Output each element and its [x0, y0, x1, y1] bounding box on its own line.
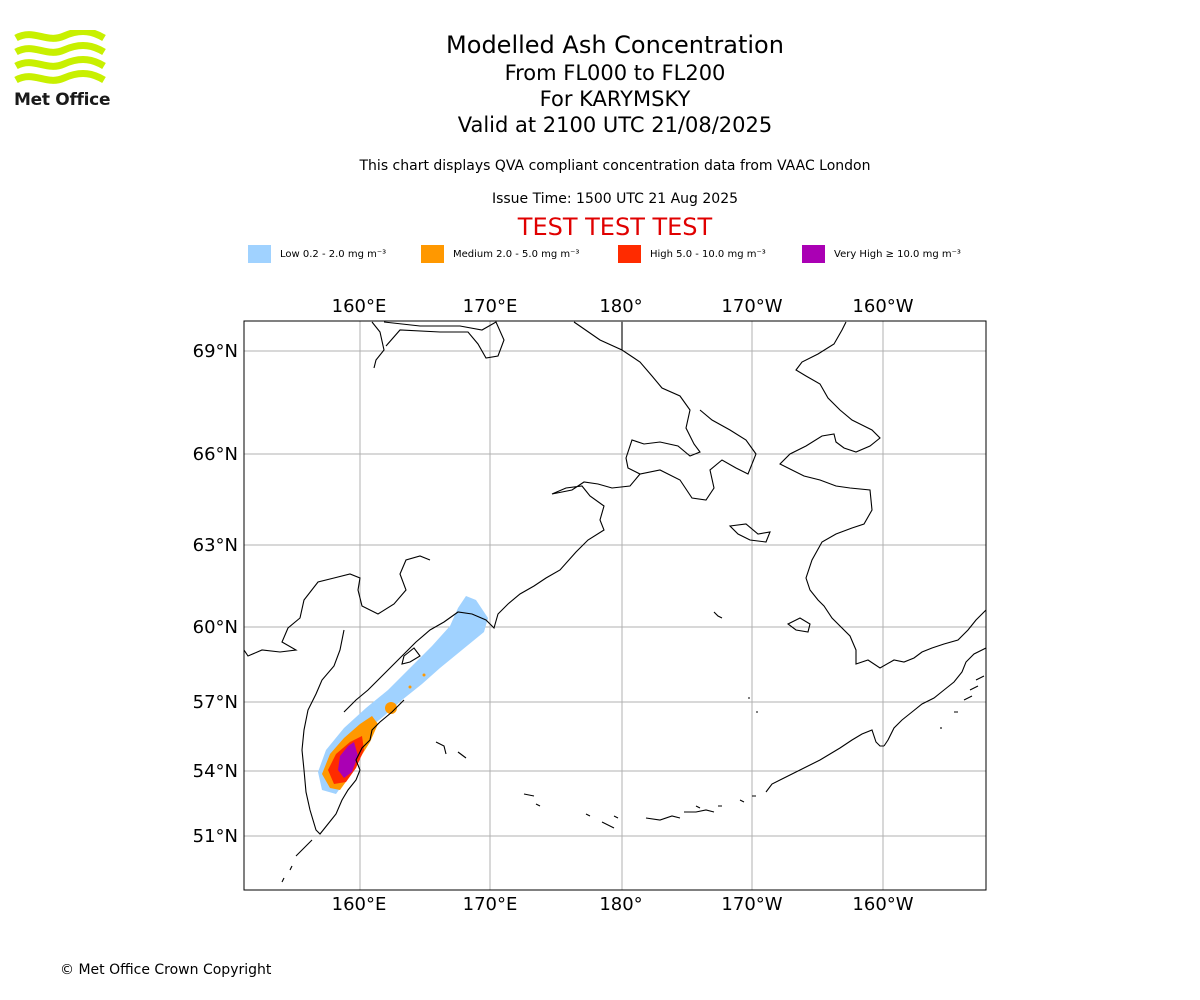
ash-medium-patch — [422, 673, 426, 677]
legend-swatch — [618, 245, 641, 263]
axis-labels: 160°E 170°E 180° 170°W 160°W 160°E 170°E… — [193, 296, 914, 915]
lon-label-top: 170°E — [463, 296, 518, 317]
lon-label-bottom: 160°W — [852, 894, 913, 915]
lon-label-top: 160°E — [332, 296, 387, 317]
met-office-waves-logo-icon — [14, 28, 106, 84]
legend-item-high: High 5.0 - 10.0 mg m⁻³ — [618, 244, 766, 264]
legend-swatch — [802, 245, 825, 263]
lat-label: 51°N — [193, 826, 238, 847]
issue-time: Issue Time: 1500 UTC 21 Aug 2025 — [491, 191, 739, 207]
ash-medium-patch — [408, 685, 412, 689]
ash-very-high-area — [338, 742, 358, 778]
ash-medium-patch — [385, 702, 397, 714]
lat-label: 60°N — [193, 617, 238, 638]
gridlines — [244, 321, 986, 890]
chart-description: This chart displays QVA compliant concen… — [359, 158, 871, 174]
lat-label: 57°N — [193, 692, 238, 713]
met-office-logo: Met Office — [14, 28, 111, 112]
lat-label: 69°N — [193, 341, 238, 362]
chart-title: Modelled Ash Concentration — [446, 31, 784, 59]
lat-label: 63°N — [193, 535, 238, 556]
lon-label-bottom: 180° — [599, 894, 642, 915]
lon-label-top: 170°W — [721, 296, 782, 317]
lon-label-bottom: 160°E — [332, 894, 387, 915]
lat-label: 66°N — [193, 444, 238, 465]
lon-label-top: 160°W — [852, 296, 913, 317]
legend-swatch — [248, 245, 271, 263]
flight-level-range: From FL000 to FL200 — [504, 61, 726, 85]
lat-label: 54°N — [193, 761, 238, 782]
legend-label: Very High ≥ 10.0 mg m⁻³ — [834, 248, 961, 260]
legend-item-very-high: Very High ≥ 10.0 mg m⁻³ — [802, 244, 961, 264]
legend-label: Low 0.2 - 2.0 mg m⁻³ — [280, 248, 387, 260]
legend-label: High 5.0 - 10.0 mg m⁻³ — [650, 248, 766, 260]
logo-text: Met Office — [14, 90, 111, 110]
legend-label: Medium 2.0 - 5.0 mg m⁻³ — [453, 248, 580, 260]
lon-label-top: 180° — [599, 296, 642, 317]
legend-swatch — [421, 245, 444, 263]
volcano-name: For KARYMSKY — [539, 87, 691, 111]
map-frame — [243, 320, 987, 891]
chart-titles: Modelled Ash Concentration From FL000 to… — [0, 30, 1200, 138]
test-banner: TEST TEST TEST — [517, 213, 713, 241]
valid-time: Valid at 2100 UTC 21/08/2025 — [457, 113, 773, 137]
coastlines — [244, 321, 986, 883]
lon-label-bottom: 170°E — [463, 894, 518, 915]
legend-item-medium: Medium 2.0 - 5.0 mg m⁻³ — [421, 244, 579, 264]
legend-item-low: Low 0.2 - 2.0 mg m⁻³ — [248, 244, 386, 264]
lon-label-bottom: 170°W — [721, 894, 782, 915]
copyright-notice: © Met Office Crown Copyright — [60, 962, 272, 978]
